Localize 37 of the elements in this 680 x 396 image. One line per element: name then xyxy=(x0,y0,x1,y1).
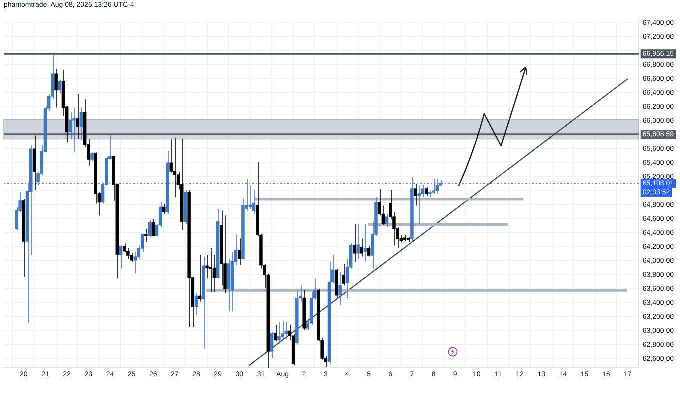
candlestick xyxy=(281,320,284,341)
candlestick xyxy=(148,220,152,238)
candlestick xyxy=(33,135,36,191)
candlestick xyxy=(338,272,342,306)
candlestick xyxy=(119,245,123,270)
candlestick xyxy=(284,322,288,340)
candlestick xyxy=(385,214,389,228)
candlestick xyxy=(356,224,360,260)
candlestick xyxy=(209,248,213,292)
candlestick xyxy=(170,138,173,174)
candlestick xyxy=(428,190,432,198)
candlestick xyxy=(80,107,84,142)
candlestick xyxy=(274,324,278,342)
candlestick xyxy=(76,94,80,140)
candlestick xyxy=(134,252,138,274)
candlestick xyxy=(58,79,62,94)
candlestick xyxy=(144,228,148,243)
candlestick xyxy=(360,238,364,258)
candlestick xyxy=(436,178,439,194)
candlestick xyxy=(194,292,198,316)
candlestick xyxy=(414,184,418,206)
candlestick xyxy=(342,264,346,286)
candlestick xyxy=(432,178,436,194)
candlestick xyxy=(367,245,371,258)
candlestick xyxy=(54,68,58,108)
candlestick xyxy=(198,255,202,302)
candlestick xyxy=(152,218,155,238)
candlestick xyxy=(238,238,242,266)
candlestick xyxy=(353,224,356,262)
candlestick xyxy=(278,322,281,344)
candlestick xyxy=(173,138,177,198)
candlestick xyxy=(418,185,422,224)
candlestick xyxy=(364,224,368,262)
candlestick xyxy=(72,107,76,153)
candlestick xyxy=(162,203,166,215)
candlestick xyxy=(206,255,209,280)
candlestick xyxy=(270,331,274,359)
